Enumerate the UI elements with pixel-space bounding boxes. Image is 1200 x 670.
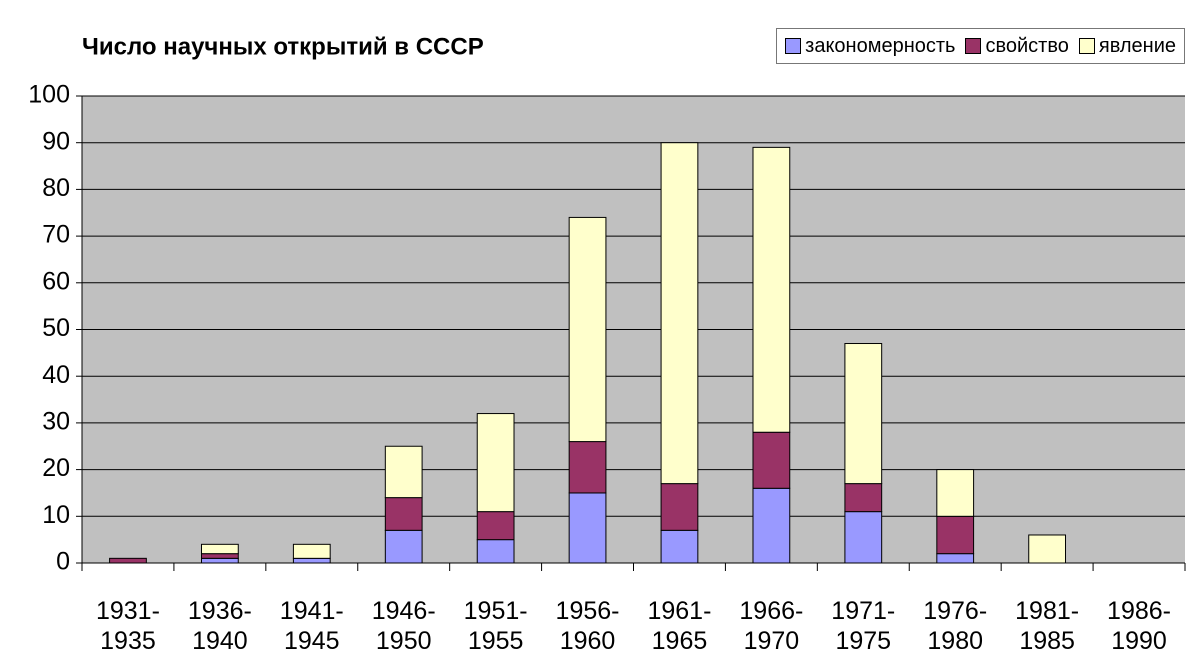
bar-segment bbox=[568, 441, 607, 494]
legend-swatch bbox=[1078, 38, 1095, 54]
legend: закономерность свойство явление bbox=[776, 28, 1185, 64]
bar-segment bbox=[476, 413, 515, 513]
x-tick-label: 1956-1960 bbox=[555, 597, 620, 655]
bar-segment bbox=[568, 492, 607, 564]
bar-segment bbox=[660, 529, 699, 564]
y-tick-label: 70 bbox=[42, 221, 70, 249]
y-tick-label: 80 bbox=[42, 174, 70, 202]
x-tick-label: 1941-1945 bbox=[279, 597, 344, 655]
bar-segment bbox=[568, 216, 607, 443]
bar-segment bbox=[200, 557, 239, 564]
y-tick-label: 40 bbox=[42, 361, 70, 389]
x-tick-label: 1976-1980 bbox=[923, 597, 988, 655]
bar-segment bbox=[384, 445, 423, 499]
x-tick-label: 1966-1970 bbox=[739, 597, 804, 655]
x-tick-label: 1946-1950 bbox=[371, 597, 436, 655]
bar-segment bbox=[476, 539, 515, 564]
bar-segment bbox=[476, 511, 515, 541]
bar-segment bbox=[844, 483, 883, 513]
bar-segment bbox=[1028, 534, 1067, 564]
y-tick-label: 10 bbox=[42, 501, 70, 529]
bar-segment bbox=[109, 557, 147, 564]
y-tick-label: 30 bbox=[42, 408, 70, 436]
bar-segment bbox=[936, 553, 975, 564]
x-tick-label: 1931-1935 bbox=[95, 597, 160, 655]
legend-item: явление bbox=[1078, 34, 1176, 58]
bar-segment bbox=[384, 497, 423, 531]
y-tick-label: 0 bbox=[56, 548, 70, 576]
legend-label: закономерность bbox=[805, 34, 956, 57]
y-tick-label: 100 bbox=[28, 81, 70, 109]
legend-label: свойство bbox=[985, 34, 1069, 57]
y-tick-label: 50 bbox=[42, 314, 70, 342]
bar-segment bbox=[660, 142, 699, 485]
legend-item: закономерность bbox=[785, 35, 955, 58]
bar-segment bbox=[200, 543, 239, 555]
legend-swatch bbox=[965, 38, 982, 54]
y-tick-label: 90 bbox=[42, 127, 70, 155]
bar-segment bbox=[660, 483, 699, 531]
bar-segment bbox=[752, 431, 791, 489]
bar-segment bbox=[752, 487, 791, 564]
bar-segment bbox=[292, 543, 331, 559]
bar-segment bbox=[844, 343, 883, 485]
x-tick-label: 1981-1985 bbox=[1015, 597, 1080, 655]
y-tick-label: 60 bbox=[42, 267, 70, 295]
bar-segment bbox=[292, 557, 331, 564]
bar-segment bbox=[752, 146, 791, 433]
chart-title: Число научных открытий в СССР bbox=[82, 33, 484, 60]
legend-label: явление bbox=[1098, 34, 1176, 57]
x-tick-label: 1961-1965 bbox=[647, 597, 712, 655]
x-tick-label: 1936-1940 bbox=[187, 597, 252, 655]
x-tick-label: 1951-1955 bbox=[463, 597, 528, 655]
x-tick-label: 1971-1975 bbox=[831, 597, 896, 655]
bar-segment bbox=[936, 515, 975, 555]
legend-swatch bbox=[785, 38, 802, 54]
bar-segment bbox=[200, 553, 239, 559]
x-tick-label: 1986-1990 bbox=[1107, 597, 1171, 655]
bar-segment bbox=[936, 469, 975, 517]
bar-segment bbox=[844, 511, 883, 564]
y-tick-label: 20 bbox=[42, 454, 70, 482]
bar-segment bbox=[384, 529, 423, 564]
legend-item: свойство bbox=[965, 34, 1069, 58]
